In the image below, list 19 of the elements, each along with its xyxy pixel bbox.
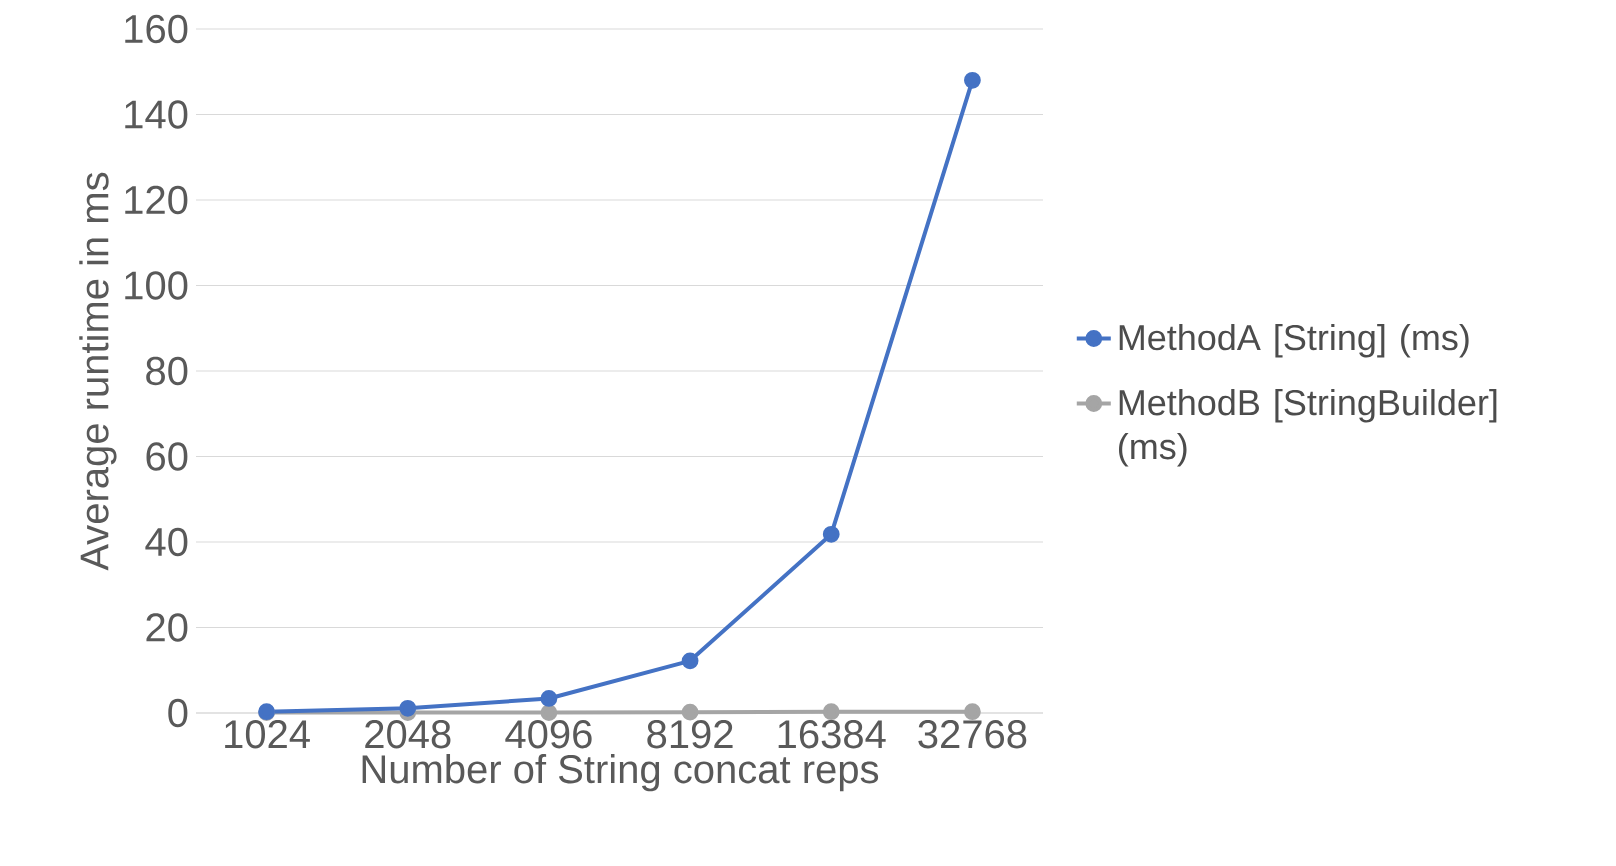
- y-tick-label: 40: [145, 527, 188, 557]
- x-tick-label: 1024: [225, 720, 310, 749]
- y-tick-label: 100: [125, 271, 188, 300]
- x-tick-label: 4096: [505, 720, 592, 749]
- x-tick-label: 2048: [365, 720, 451, 749]
- x-tick-label: 8192: [647, 720, 733, 749]
- y-tick-label: 80: [146, 356, 188, 386]
- y-tick-label: 120: [125, 185, 188, 215]
- x-axis-title: Number of String concat reps: [362, 754, 879, 792]
- y-tick-label: 140: [125, 100, 188, 129]
- x-tick-label: 32768: [918, 720, 1027, 749]
- legend-label: MethodA [String] (ms): [1119, 323, 1469, 358]
- y-tick-label: 20: [146, 613, 188, 642]
- y-tick-label: 160: [125, 14, 188, 44]
- x-tick-label: 16384: [778, 720, 886, 749]
- y-axis-title: Average runtime in ms: [79, 172, 117, 571]
- y-tick-label: 60: [146, 442, 188, 471]
- y-tick-label: 0: [168, 698, 188, 728]
- legend-label: MethodB [StringBuilder] (ms): [1119, 388, 1497, 467]
